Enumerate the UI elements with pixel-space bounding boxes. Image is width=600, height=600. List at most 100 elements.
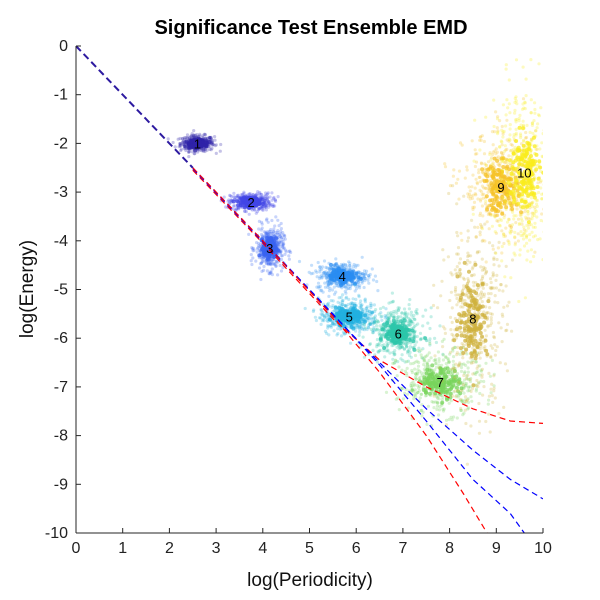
scatter-point [487, 371, 491, 375]
scatter-point [359, 304, 363, 308]
scatter-point [467, 269, 471, 274]
scatter-point [476, 311, 480, 315]
scatter-point [466, 254, 470, 259]
scatter-point [458, 257, 463, 261]
scatter-point [268, 231, 272, 235]
scatter-point [343, 263, 348, 267]
scatter-point [340, 264, 344, 268]
scatter-point [266, 262, 270, 267]
scatter-point [289, 250, 293, 255]
scatter-point [455, 252, 459, 256]
scatter-point [507, 154, 511, 158]
scatter-point [334, 262, 338, 266]
scatter-point [381, 305, 385, 309]
scatter-point [265, 193, 269, 197]
scatter-point [433, 362, 438, 366]
cluster-4-core [328, 262, 363, 287]
scatter-point [368, 343, 372, 347]
scatter-point [259, 196, 263, 200]
scatter-point [425, 353, 429, 357]
scatter-point [441, 390, 446, 395]
scatter-point [377, 312, 381, 316]
scatter-point [497, 264, 501, 268]
scatter-point [358, 330, 362, 334]
scatter-point [263, 256, 267, 260]
scatter-point [281, 242, 285, 247]
scatter-point [455, 303, 459, 307]
scatter-point [397, 408, 401, 412]
scatter-point [275, 252, 280, 256]
scatter-point [269, 261, 273, 265]
scatter-point [322, 273, 326, 278]
scatter-point [269, 270, 273, 274]
scatter-point [433, 354, 437, 358]
scatter-point [198, 132, 202, 136]
scatter-point [454, 181, 458, 185]
scatter-point [480, 193, 484, 197]
scatter-point [450, 273, 454, 277]
scatter-point [247, 192, 252, 196]
scatter-point [380, 314, 384, 318]
scatter-point [214, 151, 218, 155]
scatter-point [521, 97, 526, 101]
scatter-point [466, 236, 471, 240]
scatter-point [278, 234, 282, 239]
scatter-point [314, 269, 318, 273]
scatter-point [454, 362, 458, 366]
scatter-point [362, 272, 366, 276]
scatter-point [267, 272, 271, 276]
scatter-point [494, 278, 498, 282]
scatter-point [480, 300, 484, 304]
scatter-point [314, 318, 318, 323]
scatter-point [417, 360, 421, 365]
scatter-point [276, 195, 280, 199]
scatter-point [323, 285, 328, 289]
scatter-point [453, 376, 457, 380]
scatter-point [213, 144, 217, 148]
scatter-point [481, 393, 485, 397]
scatter-point [494, 348, 498, 353]
scatter-point [322, 259, 327, 263]
scatter-point [344, 267, 349, 271]
scatter-point [189, 134, 193, 139]
scatter-point [463, 338, 468, 343]
scatter-point [453, 268, 457, 272]
scatter-point [432, 406, 436, 410]
scatter-point [483, 338, 488, 343]
scatter-point [466, 366, 470, 370]
scatter-point [317, 316, 321, 320]
scatter-point [341, 293, 345, 297]
scatter-point [455, 265, 459, 269]
scatter-point [405, 345, 409, 349]
cluster-2-core [231, 195, 266, 210]
scatter-point [340, 309, 345, 314]
scatter-point [227, 198, 231, 202]
scatter-point [474, 235, 478, 239]
scatter-point [490, 394, 494, 398]
scatter-point [264, 232, 268, 236]
scatter-point [407, 337, 412, 342]
scatter-point [367, 274, 371, 278]
scatter-point [458, 295, 463, 300]
scatter-point [468, 334, 473, 339]
scatter-point [473, 148, 477, 152]
scatter-point [362, 323, 366, 327]
scatter-point [485, 352, 490, 357]
scatter-point [359, 304, 363, 308]
scatter-point [218, 149, 222, 153]
scatter-point [419, 353, 423, 357]
scatter-point [208, 136, 212, 140]
scatter-point [478, 199, 483, 203]
scatter-point [276, 241, 280, 245]
scatter-point [366, 316, 371, 320]
scatter-point [380, 318, 384, 322]
scatter-point [473, 186, 477, 190]
scatter-point [457, 270, 462, 274]
scatter-point [268, 202, 272, 206]
scatter-point [448, 315, 453, 319]
scatter-point [441, 345, 445, 349]
scatter-point [234, 208, 238, 212]
scatter-point [451, 174, 455, 178]
scatter-point [514, 221, 518, 225]
scatter-point [464, 399, 468, 403]
